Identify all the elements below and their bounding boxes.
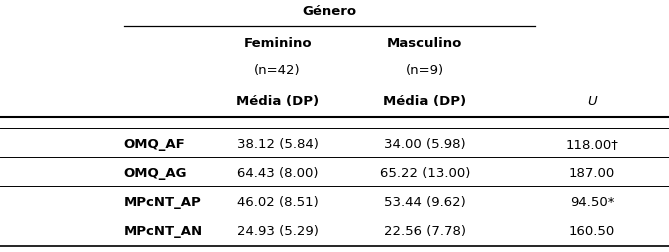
Text: OMQ_AG: OMQ_AG bbox=[124, 166, 187, 179]
Text: MPcNT_AP: MPcNT_AP bbox=[124, 195, 201, 208]
Text: 24.93 (5.29): 24.93 (5.29) bbox=[237, 224, 318, 237]
Text: 65.22 (13.00): 65.22 (13.00) bbox=[379, 166, 470, 179]
Text: Feminino: Feminino bbox=[244, 36, 312, 49]
Text: Média (DP): Média (DP) bbox=[383, 94, 466, 107]
Text: 187.00: 187.00 bbox=[569, 166, 615, 179]
Text: OMQ_AF: OMQ_AF bbox=[124, 137, 185, 150]
Text: 34.00 (5.98): 34.00 (5.98) bbox=[384, 137, 466, 150]
Text: Género: Género bbox=[302, 5, 357, 18]
Text: 160.50: 160.50 bbox=[569, 224, 615, 237]
Text: Média (DP): Média (DP) bbox=[236, 94, 319, 107]
Text: 22.56 (7.78): 22.56 (7.78) bbox=[384, 224, 466, 237]
Text: (n=42): (n=42) bbox=[254, 64, 301, 77]
Text: (n=9): (n=9) bbox=[406, 64, 444, 77]
Text: Masculino: Masculino bbox=[387, 36, 462, 49]
Text: 94.50*: 94.50* bbox=[570, 195, 614, 208]
Text: MPcNT_AN: MPcNT_AN bbox=[124, 224, 203, 237]
Text: 38.12 (5.84): 38.12 (5.84) bbox=[237, 137, 318, 150]
Text: 118.00†: 118.00† bbox=[565, 137, 619, 150]
Text: 64.43 (8.00): 64.43 (8.00) bbox=[237, 166, 318, 179]
Text: 46.02 (8.51): 46.02 (8.51) bbox=[237, 195, 318, 208]
Text: 53.44 (9.62): 53.44 (9.62) bbox=[384, 195, 466, 208]
Text: U: U bbox=[587, 94, 597, 107]
